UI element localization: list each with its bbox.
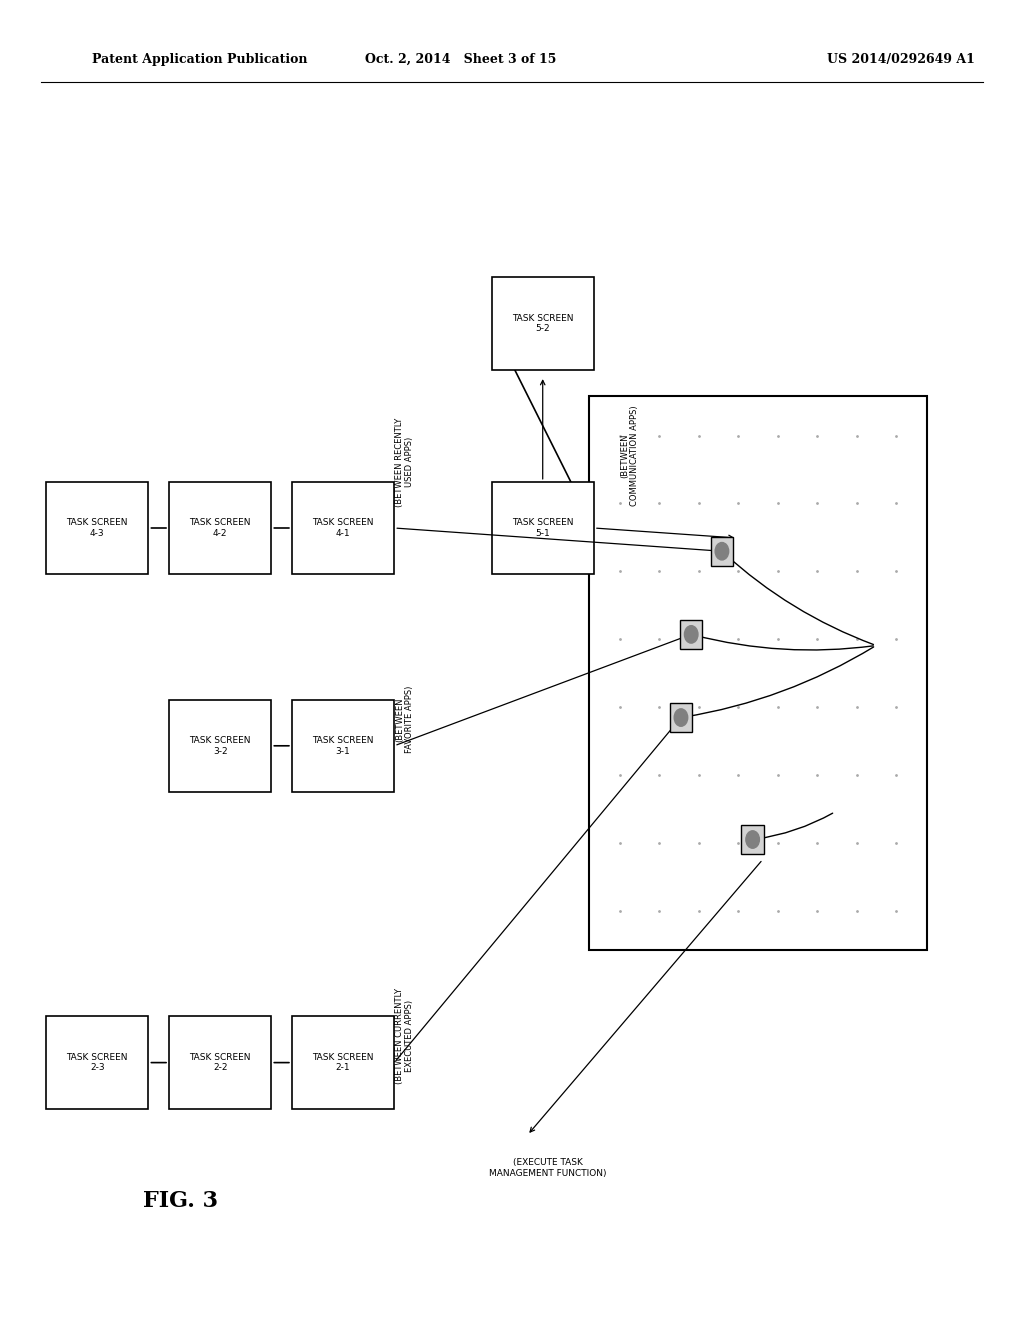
Text: (BETWEEN RECENTLY
USED APPS): (BETWEEN RECENTLY USED APPS): [395, 417, 414, 507]
FancyBboxPatch shape: [292, 700, 394, 792]
Text: FIG. 3: FIG. 3: [143, 1191, 218, 1212]
Text: (BETWEEN CURRENTLY
EXECUTED APPS): (BETWEEN CURRENTLY EXECUTED APPS): [395, 989, 414, 1084]
Text: (BETWEEN
FAVORITE APPS): (BETWEEN FAVORITE APPS): [395, 685, 414, 754]
FancyBboxPatch shape: [492, 482, 594, 574]
Text: US 2014/0292649 A1: US 2014/0292649 A1: [827, 53, 975, 66]
Text: TASK SCREEN
2-1: TASK SCREEN 2-1: [312, 1053, 374, 1072]
Text: TASK SCREEN
2-2: TASK SCREEN 2-2: [189, 1053, 251, 1072]
Circle shape: [745, 830, 760, 849]
FancyBboxPatch shape: [292, 482, 394, 574]
FancyBboxPatch shape: [292, 1016, 394, 1109]
FancyBboxPatch shape: [711, 537, 733, 566]
FancyBboxPatch shape: [492, 277, 594, 370]
FancyBboxPatch shape: [169, 482, 271, 574]
Text: (EXECUTE TASK
MANAGEMENT FUNCTION): (EXECUTE TASK MANAGEMENT FUNCTION): [489, 1159, 606, 1177]
FancyBboxPatch shape: [46, 482, 148, 574]
Text: TASK SCREEN
5-2: TASK SCREEN 5-2: [512, 314, 573, 333]
Text: TASK SCREEN
3-1: TASK SCREEN 3-1: [312, 737, 374, 755]
Text: TASK SCREEN
2-3: TASK SCREEN 2-3: [67, 1053, 128, 1072]
FancyBboxPatch shape: [589, 396, 927, 950]
Text: TASK SCREEN
4-3: TASK SCREEN 4-3: [67, 519, 128, 537]
FancyBboxPatch shape: [680, 620, 702, 649]
Text: TASK SCREEN
5-1: TASK SCREEN 5-1: [512, 519, 573, 537]
FancyBboxPatch shape: [670, 704, 692, 733]
FancyBboxPatch shape: [741, 825, 764, 854]
Text: Patent Application Publication: Patent Application Publication: [92, 53, 307, 66]
Circle shape: [684, 626, 698, 643]
Text: TASK SCREEN
3-2: TASK SCREEN 3-2: [189, 737, 251, 755]
Text: TASK SCREEN
4-2: TASK SCREEN 4-2: [189, 519, 251, 537]
FancyBboxPatch shape: [169, 1016, 271, 1109]
Text: Oct. 2, 2014   Sheet 3 of 15: Oct. 2, 2014 Sheet 3 of 15: [366, 53, 556, 66]
Text: TASK SCREEN
4-1: TASK SCREEN 4-1: [312, 519, 374, 537]
Circle shape: [674, 709, 688, 726]
Text: (BETWEEN
COMMUNICATION APPS): (BETWEEN COMMUNICATION APPS): [621, 405, 639, 506]
FancyBboxPatch shape: [169, 700, 271, 792]
FancyBboxPatch shape: [46, 1016, 148, 1109]
Circle shape: [715, 543, 729, 560]
